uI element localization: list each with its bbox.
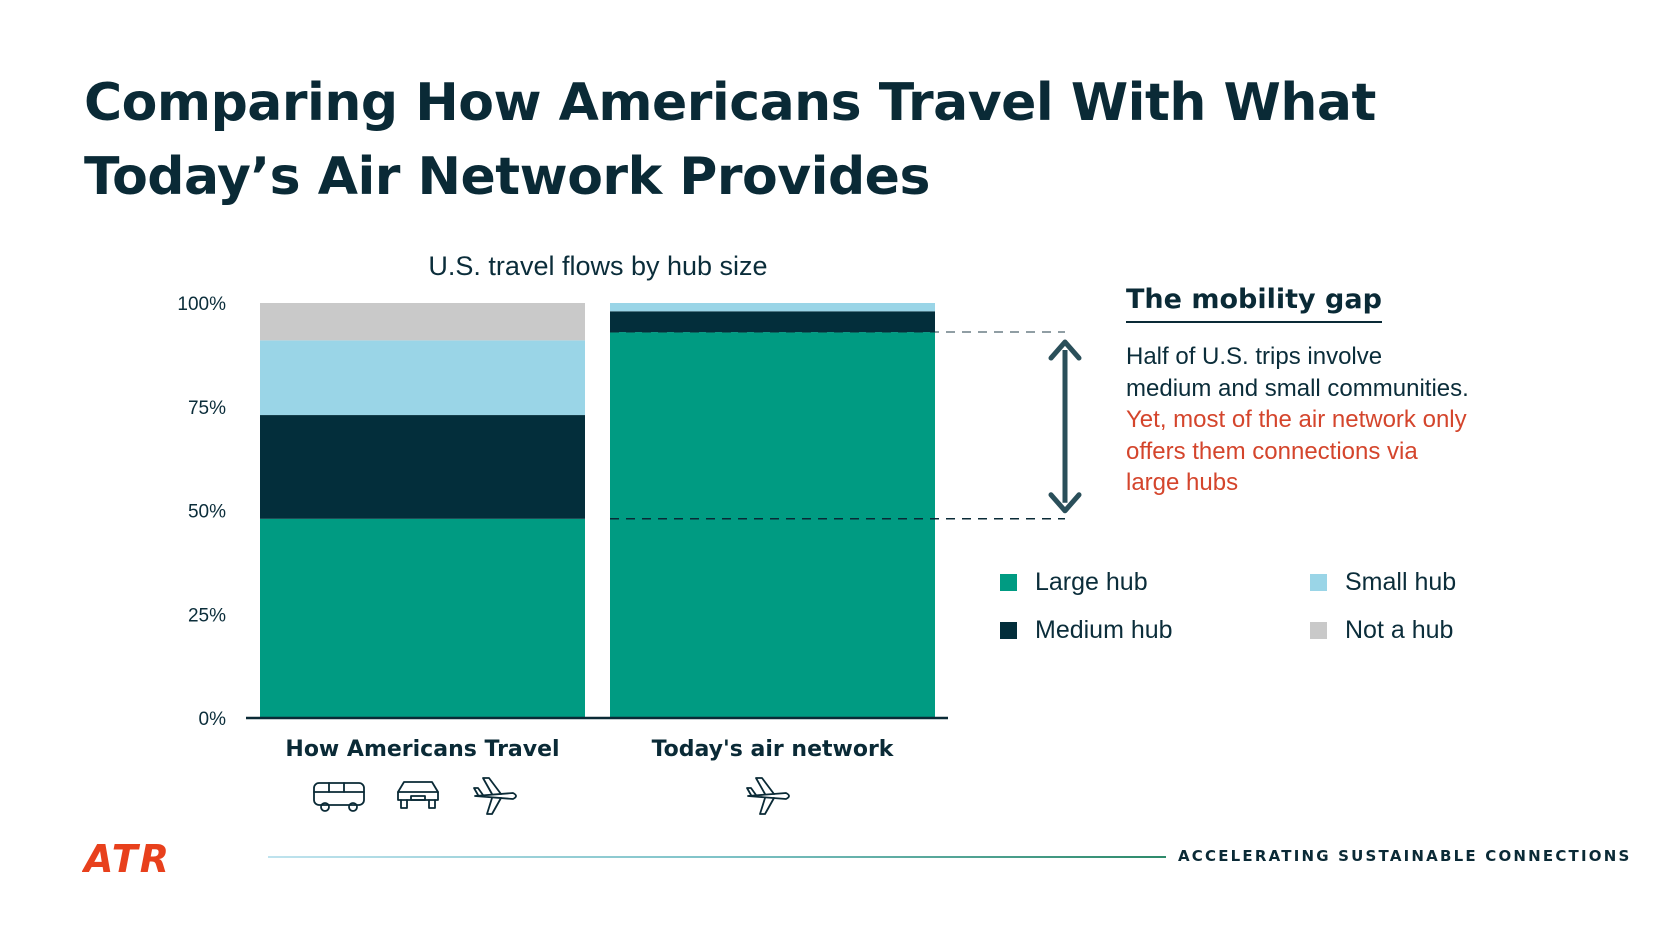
footer-tagline: ACCELERATING SUSTAINABLE CONNECTIONS	[1178, 847, 1632, 865]
bars	[260, 303, 935, 718]
y-tick-label: 0%	[199, 709, 227, 730]
legend-label: Large hub	[1035, 568, 1148, 596]
bus-icon	[313, 782, 365, 812]
gap-line-highlight: Yet, most of the air network only	[1126, 406, 1467, 433]
legend-item: Not a hub	[1310, 616, 1453, 645]
title-line-1: Comparing How Americans Travel With What	[84, 73, 1376, 133]
footer-divider	[268, 856, 1166, 858]
atr-logo: ATR	[82, 840, 171, 880]
gap-line: medium and small communities.	[1126, 374, 1469, 402]
y-tick-label: 25%	[188, 605, 226, 626]
plane-icon	[473, 777, 517, 815]
legend-item: Small hub	[1310, 568, 1456, 597]
bar-segment-large-hub	[610, 332, 935, 718]
arrow-head-down-icon	[1048, 492, 1082, 514]
y-tick-label: 50%	[188, 502, 226, 523]
plane-icon	[746, 777, 790, 815]
legend-item: Large hub	[1000, 568, 1148, 597]
mobility-gap-text: Half of U.S. trips involve medium and sm…	[1126, 341, 1546, 499]
logo-text: ATR	[82, 840, 171, 880]
legend-swatch	[1000, 622, 1017, 639]
bar-segment-small-hub	[260, 340, 585, 416]
bar-segment-not-a-hub	[260, 303, 585, 341]
chart-title: U.S. travel flows by hub size	[428, 251, 767, 281]
gap-line-highlight: offers them connections via	[1126, 437, 1418, 465]
category-labels: How Americans Travel Today's air network	[285, 737, 894, 762]
title-line-2: Today’s Air Network Provides	[84, 147, 930, 207]
mobility-gap-heading: The mobility gap	[1126, 284, 1382, 323]
bar-segment-medium-hub	[610, 311, 935, 333]
legend-label: Small hub	[1345, 568, 1457, 596]
category-label: Today's air network	[652, 737, 895, 762]
car-icon	[397, 781, 439, 809]
bar-segment-small-hub	[610, 303, 935, 312]
category-label: How Americans Travel	[285, 737, 559, 762]
gap-guides	[610, 331, 1082, 520]
legend-swatch	[1310, 622, 1327, 639]
legend-swatch	[1310, 574, 1327, 591]
legend-label: Not a hub	[1345, 616, 1454, 644]
legend-item: Medium hub	[1000, 616, 1173, 645]
legend-swatch	[1000, 574, 1017, 591]
y-tick-label: 75%	[188, 398, 226, 419]
legend-label: Medium hub	[1035, 616, 1173, 644]
page-title: Comparing How Americans Travel With What…	[84, 66, 1584, 214]
y-axis-ticks: 100% 75% 50% 25% 0%	[177, 294, 226, 730]
gap-line: Half of U.S. trips involve	[1126, 343, 1383, 370]
category-icons	[313, 777, 790, 815]
arrow-head-up-icon	[1048, 339, 1082, 361]
bar-segment-medium-hub	[260, 415, 585, 519]
gap-line-highlight: large hubs	[1126, 469, 1239, 496]
mobility-gap-box: The mobility gap Half of U.S. trips invo…	[1126, 284, 1546, 499]
bar-segment-large-hub	[260, 518, 585, 718]
y-tick-label: 100%	[177, 294, 226, 315]
